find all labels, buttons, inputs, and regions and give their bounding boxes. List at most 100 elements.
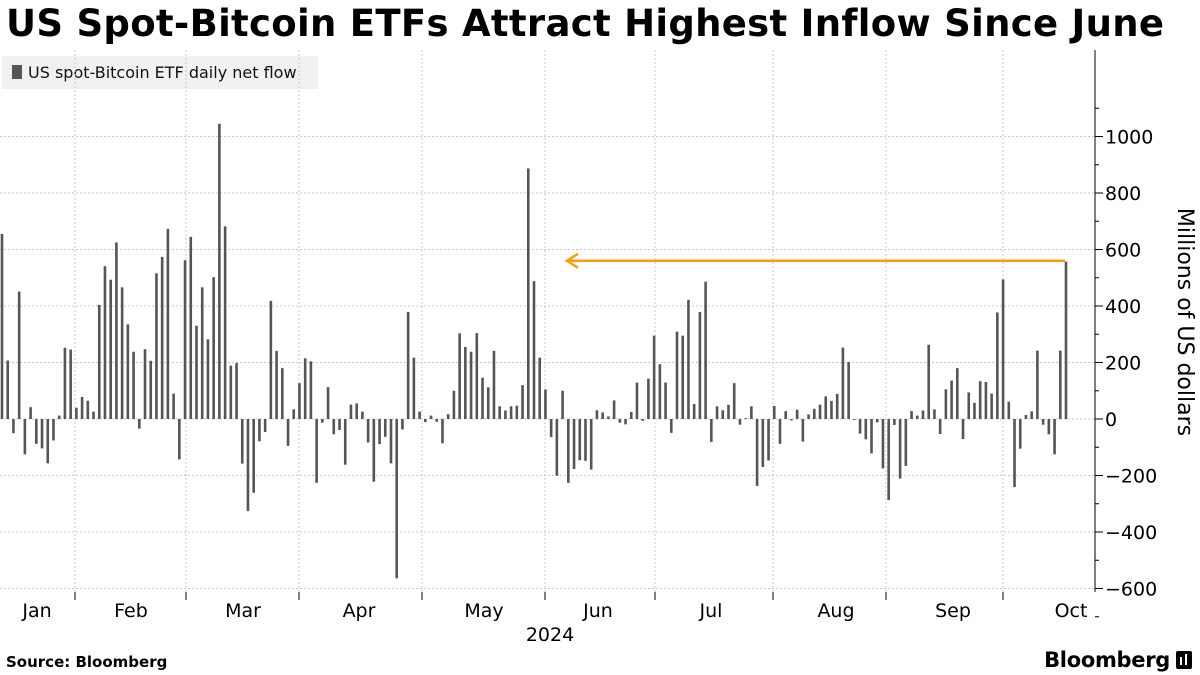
bar [704,281,707,419]
bar [17,291,21,419]
bar [166,228,170,419]
bar [721,410,725,419]
y-tick-label: 800 [1105,183,1141,205]
bloomberg-logo: Bloomberg [1044,648,1192,672]
bar [589,419,593,470]
bar [652,335,656,419]
bar [813,408,816,419]
bar [29,407,32,419]
bar [435,419,439,422]
bar [46,419,50,464]
legend: US spot-Bitcoin ETF daily net flow [2,56,318,89]
bar [841,347,845,419]
bar [315,419,318,483]
bar [418,411,421,419]
bar [240,419,244,464]
bar [200,287,204,419]
bar [52,419,55,441]
bar [927,344,931,419]
bar [252,419,255,493]
bar [990,393,993,419]
bar [755,419,759,486]
bar [178,419,181,460]
bar [1018,419,1022,449]
bar [469,351,473,419]
legend-swatch [12,65,22,79]
bar [120,287,124,419]
bar [378,419,381,445]
bar [555,419,559,476]
bar [504,410,507,419]
bar [1053,419,1056,455]
x-tick-label: Jan [21,600,51,622]
bar [544,389,547,419]
bar [1030,411,1033,419]
bar [366,419,370,443]
y-axis-label: Millions of US dollars [1172,208,1197,436]
bar [515,405,519,419]
bar [446,414,450,419]
y-tick-label: −400 [1105,522,1157,544]
bar [475,333,479,419]
bar [635,382,639,419]
bar [944,389,948,419]
bar [772,406,776,419]
bar [1064,261,1068,419]
bar [681,335,685,419]
bar [784,411,787,419]
bar [206,339,210,419]
bar [938,419,942,434]
brand-wordmark: Bloomberg [1044,648,1170,672]
bar [618,419,622,423]
bar [137,419,141,429]
bar [1041,419,1045,425]
bar [624,419,627,425]
bar [658,364,662,419]
bar [223,226,227,419]
bar [584,419,587,461]
bar [195,325,198,419]
bar [744,418,747,419]
bar [790,419,793,421]
bar [383,419,387,437]
bar [355,403,358,419]
bar [23,419,27,455]
bar [978,381,982,419]
x-tick-label: Sep [935,600,971,622]
bar [973,402,976,419]
bar [458,333,461,419]
bar [578,419,582,461]
bar [412,357,416,419]
bar [372,419,376,482]
bar [1007,401,1011,419]
bar [0,233,4,419]
bar [452,390,456,419]
bar [40,419,44,449]
bar [904,419,908,466]
y-tick-label: 200 [1105,353,1141,375]
bar [835,393,839,419]
bar [629,411,633,419]
bar [269,300,273,419]
bar [778,419,782,444]
annotation-arrow-head [564,252,579,269]
bar [143,349,147,419]
bar [1024,415,1028,419]
bar [464,346,467,419]
bar [698,311,702,419]
bar [132,351,135,419]
y-tick-label: −200 [1105,466,1157,488]
bar [675,331,679,419]
y-tick-label: −600 [1105,579,1157,601]
bar [898,419,902,479]
bar [509,406,513,419]
bar [807,414,810,419]
bar [984,381,988,419]
bar [326,387,330,419]
bar [692,404,696,419]
bar [538,357,542,419]
bar [669,419,673,433]
bar [549,419,553,438]
legend-label: US spot-Bitcoin ETF daily net flow [28,63,297,82]
